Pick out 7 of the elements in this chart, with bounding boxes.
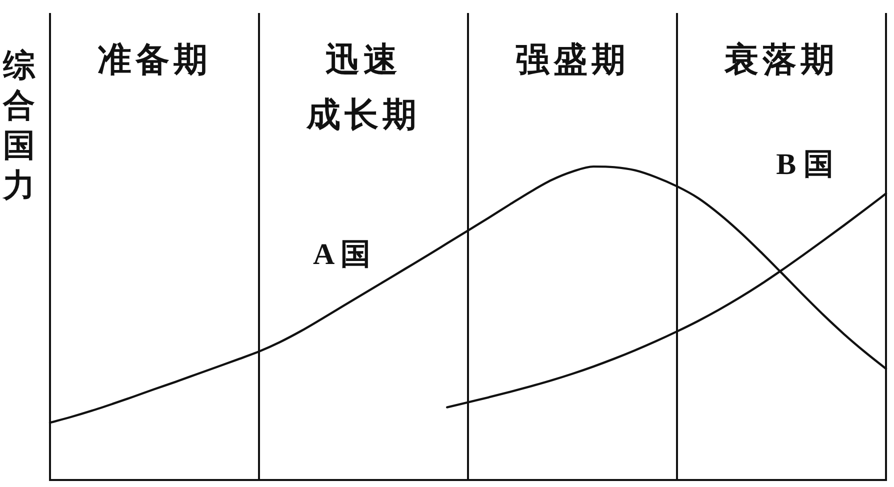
text: 衰落期 — [724, 40, 838, 80]
series-label: A 国 — [313, 238, 371, 271]
text: 准备期 — [98, 40, 212, 80]
text: 迅速成长期 — [306, 40, 420, 135]
series-label: B 国 — [776, 148, 834, 182]
text: 强盛期 — [516, 40, 630, 80]
y-axis-title: 综合国力 — [2, 46, 36, 204]
